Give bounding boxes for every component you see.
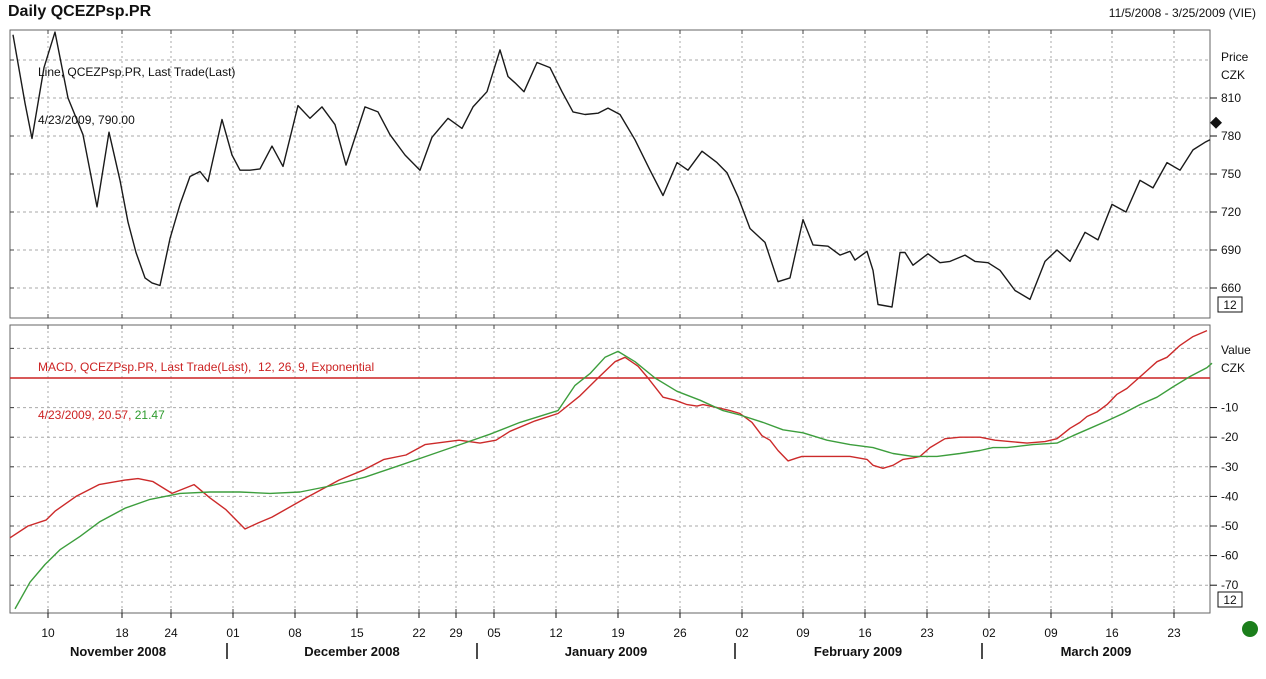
last-trade-diamond-marker xyxy=(1210,116,1222,129)
x-axis-day-label: 22 xyxy=(412,626,426,640)
x-axis-month-label: November 2008 xyxy=(70,644,166,659)
x-axis-day-label: 15 xyxy=(350,626,364,640)
x-axis-month-label: January 2009 xyxy=(565,644,647,659)
x-axis-day-label: 09 xyxy=(1044,626,1058,640)
y-axis-label: -30 xyxy=(1221,460,1239,474)
interval-box[interactable] xyxy=(1217,591,1243,608)
interval-box[interactable] xyxy=(1217,296,1243,313)
x-axis-day-label: 26 xyxy=(673,626,687,640)
y-axis-label: 690 xyxy=(1221,243,1241,257)
signal-line xyxy=(14,350,1213,610)
y-axis-label: -60 xyxy=(1221,549,1239,563)
page-title: Daily QCEZPsp.PR xyxy=(8,3,152,20)
x-axis-day-label: 01 xyxy=(226,626,240,640)
macd-legend: MACD, QCEZPsp.PR, Last Trade(Last), 12, … xyxy=(38,327,374,455)
y-axis-label: 750 xyxy=(1221,167,1241,181)
macd-line xyxy=(9,329,1208,539)
x-axis-day-label: 23 xyxy=(920,626,934,640)
x-axis-month-label: December 2008 xyxy=(304,644,399,659)
price-line xyxy=(12,31,1211,308)
x-axis-month-label: March 2009 xyxy=(1061,644,1132,659)
y-axis-label: -20 xyxy=(1221,430,1239,444)
x-axis-day-label: 08 xyxy=(288,626,302,640)
date-range-label: 11/5/2008 - 3/25/2009 (VIE) xyxy=(1108,6,1256,20)
x-axis-day-label: 12 xyxy=(549,626,563,640)
x-axis-day-label: 02 xyxy=(735,626,749,640)
price-legend: Line, QCEZPsp.PR, Last Trade(Last) 4/23/… xyxy=(38,32,235,160)
x-axis-day-label: 10 xyxy=(41,626,55,640)
x-axis-day-label: 19 xyxy=(611,626,625,640)
x-axis-day-label: 16 xyxy=(1105,626,1119,640)
x-axis-day-label: 05 xyxy=(487,626,501,640)
y-axis-label: 780 xyxy=(1221,129,1241,143)
y-axis-label: -10 xyxy=(1221,401,1239,415)
macd-legend-value: 4/23/2009, 20.57, 21.47 xyxy=(38,408,165,422)
x-axis-day-label: 24 xyxy=(164,626,178,640)
y-axis-label: 660 xyxy=(1221,281,1241,295)
x-axis-day-label: 16 xyxy=(858,626,872,640)
value-axis-title: Value CZK xyxy=(1221,343,1251,375)
y-axis-label: 720 xyxy=(1221,205,1241,219)
price-legend-series: Line, QCEZPsp.PR, Last Trade(Last) xyxy=(38,65,236,79)
price-legend-value: 4/23/2009, 790.00 xyxy=(38,113,135,127)
x-axis-month-label: February 2009 xyxy=(814,644,902,659)
x-axis-day-label: 18 xyxy=(115,626,129,640)
interval-box-label: 12 xyxy=(1223,593,1237,607)
interval-box-label: 12 xyxy=(1223,298,1237,312)
price-axis-title: Price CZK xyxy=(1221,50,1249,82)
y-axis-label: 810 xyxy=(1221,91,1241,105)
y-axis-label: -50 xyxy=(1221,519,1239,533)
x-axis-day-label: 02 xyxy=(982,626,996,640)
macd-legend-signal-value: 21.47 xyxy=(134,408,165,422)
y-axis-label: -40 xyxy=(1221,489,1239,503)
macd-legend-series: MACD, QCEZPsp.PR, Last Trade(Last), 12, … xyxy=(38,360,375,374)
x-axis-day-label: 23 xyxy=(1167,626,1181,640)
status-green-dot xyxy=(1242,621,1258,637)
x-axis-day-label: 29 xyxy=(449,626,463,640)
x-axis-day-label: 09 xyxy=(796,626,810,640)
macd-plot-area[interactable] xyxy=(9,324,1211,614)
y-axis-label: -70 xyxy=(1221,578,1239,592)
